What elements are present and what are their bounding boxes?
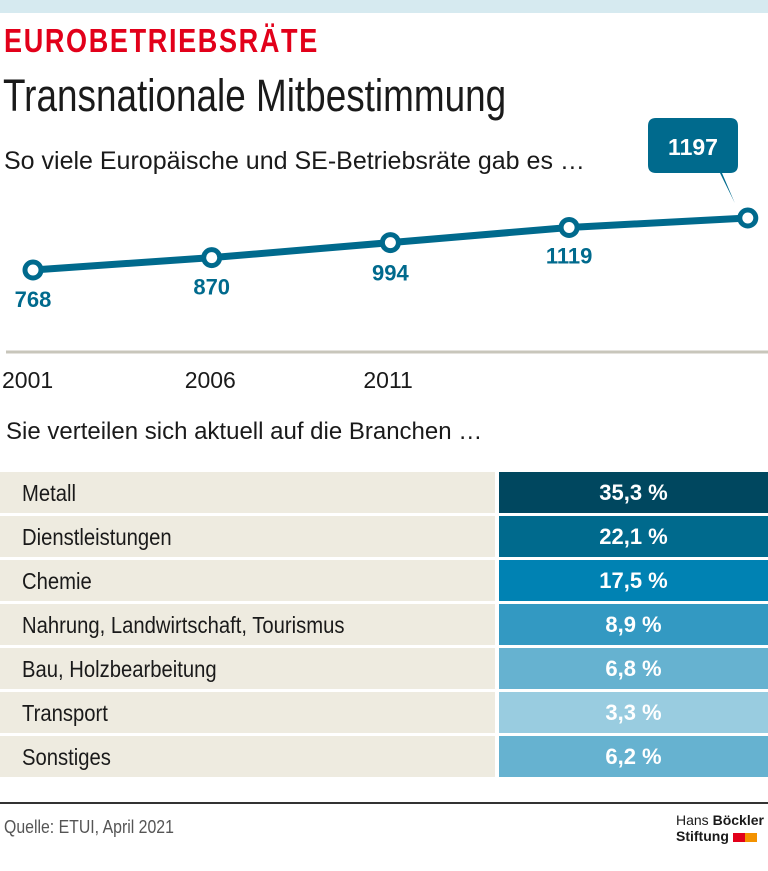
value-cell: 6,8 % <box>499 648 768 689</box>
category-label: Chemie <box>22 568 92 594</box>
data-point <box>379 232 401 254</box>
x-tick-label: 2001 <box>2 367 53 393</box>
value-cell: 17,5 % <box>499 560 768 601</box>
category-label: Sonstiges <box>22 744 111 770</box>
value-cell: 8,9 % <box>499 604 768 645</box>
value-cell: 3,3 % <box>499 692 768 733</box>
category-cell: Dienstleistungen <box>0 516 495 557</box>
table-row: Metall 35,3 % <box>0 472 768 513</box>
category-label: Bau, Holzbearbeitung <box>22 656 217 682</box>
x-tick-label: 2006 <box>185 367 236 393</box>
category-cell: Nahrung, Landwirtschaft, Tourismus <box>0 604 495 645</box>
kicker: EUROBETRIEBSRÄTE <box>4 22 319 59</box>
table-row: Nahrung, Landwirtschaft, Tourismus 8,9 % <box>0 604 768 645</box>
data-point <box>201 247 223 269</box>
data-label: 994 <box>372 261 409 286</box>
category-label: Transport <box>22 700 108 726</box>
value-cell: 6,2 % <box>499 736 768 777</box>
category-cell: Transport <box>0 692 495 733</box>
category-cell: Bau, Holzbearbeitung <box>0 648 495 689</box>
category-label: Metall <box>22 480 76 506</box>
logo-text: Stiftung <box>676 828 729 844</box>
footer-divider <box>0 802 768 804</box>
table-row: Sonstiges 6,2 % <box>0 736 768 777</box>
table-row: Dienstleistungen 22,1 % <box>0 516 768 557</box>
data-label: 870 <box>193 275 230 300</box>
table-row: Transport 3,3 % <box>0 692 768 733</box>
source-note: Quelle: ETUI, April 2021 <box>4 817 174 837</box>
table-title: Sie verteilen sich aktuell auf die Branc… <box>6 418 483 445</box>
logo-square-icon <box>744 832 757 842</box>
callout-box <box>648 118 738 204</box>
category-cell: Sonstiges <box>0 736 495 777</box>
top-band <box>0 0 768 13</box>
table-row: Bau, Holzbearbeitung 6,8 % <box>0 648 768 689</box>
logo-square-icon <box>732 832 745 842</box>
category-label: Nahrung, Landwirtschaft, Tourismus <box>22 612 345 638</box>
logo: Hans Böckler Stiftung <box>676 812 764 844</box>
data-label: 768 <box>15 287 52 312</box>
data-point <box>737 207 759 229</box>
value-cell: 22,1 % <box>499 516 768 557</box>
value-cell: 35,3 % <box>499 472 768 513</box>
callout-label: 1197 <box>668 134 718 160</box>
logo-text: Hans <box>676 812 709 828</box>
table-row: Chemie 17,5 % <box>0 560 768 601</box>
category-cell: Chemie <box>0 560 495 601</box>
data-label: 1119 <box>546 243 593 268</box>
chart-subtitle: So viele Europäische und SE-Betriebsräte… <box>4 147 585 175</box>
category-label: Dienstleistungen <box>22 524 172 550</box>
category-cell: Metall <box>0 472 495 513</box>
line-chart: 1197 768 870 994 1119 2001 2006 2011 <box>2 118 768 393</box>
data-point <box>558 216 580 238</box>
data-point <box>22 259 44 281</box>
logo-text: Böckler <box>712 812 764 828</box>
x-tick-label: 2011 <box>363 367 412 393</box>
page-title: Transnationale Mitbestimmung <box>3 70 507 121</box>
